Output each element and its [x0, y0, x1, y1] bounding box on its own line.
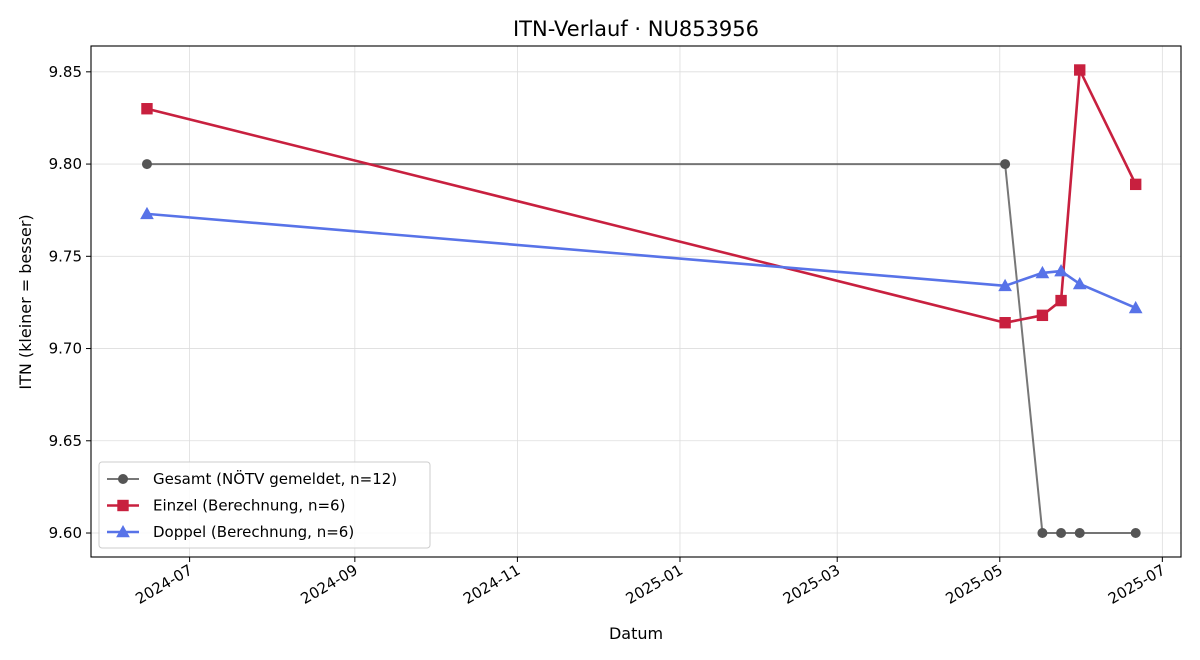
series-einzel	[141, 64, 1142, 329]
series-line-einzel	[146, 68, 1137, 325]
data-point-einzel	[999, 317, 1011, 329]
series-doppel	[140, 206, 1143, 314]
legend-marker-gesamt	[118, 474, 128, 484]
y-tick-label: 9.75	[49, 247, 82, 265]
data-point-doppel	[1054, 264, 1068, 277]
data-point-gesamt	[1130, 528, 1141, 539]
legend-marker-doppel	[116, 524, 130, 538]
data-point-einzel	[141, 103, 153, 115]
data-point-gesamt	[1000, 159, 1011, 170]
data-point-gesamt	[1056, 528, 1067, 539]
data-point-einzel	[1055, 294, 1067, 307]
data-point-einzel	[1036, 309, 1049, 322]
data-point-einzel	[1074, 64, 1086, 76]
y-tick-label: 9.80	[49, 155, 82, 173]
x-axis-title: Datum	[609, 624, 663, 643]
y-tick-label: 9.65	[49, 432, 82, 450]
data-point-doppel	[1072, 276, 1087, 290]
data-point-einzel	[1129, 178, 1142, 191]
legend-label-einzel: Einzel (Berechnung, n=6)	[153, 497, 345, 515]
data-point-doppel	[998, 278, 1012, 292]
series-line-doppel	[146, 212, 1137, 310]
y-axis-title: ITN (kleiner = besser)	[16, 214, 35, 389]
legend-marker-einzel	[117, 499, 129, 512]
legend-label-doppel: Doppel (Berechnung, n=6)	[153, 523, 354, 541]
data-point-gesamt	[141, 159, 152, 170]
data-point-gesamt	[1074, 528, 1085, 539]
data-point-doppel	[1128, 300, 1143, 314]
series-gesamt	[141, 159, 1141, 539]
y-tick-label: 9.60	[49, 524, 82, 542]
data-point-doppel	[1035, 265, 1050, 279]
data-point-gesamt	[1037, 528, 1048, 539]
legend-label-gesamt: Gesamt (NÖTV gemeldet, n=12)	[153, 469, 397, 488]
legend-box	[98, 461, 431, 549]
legend: Gesamt (NÖTV gemeldet, n=12) Einzel (Bere…	[98, 461, 431, 549]
data-point-doppel	[140, 206, 154, 220]
series-layer	[140, 64, 1143, 539]
y-tick-label: 9.85	[49, 63, 82, 81]
chart-title: ITN-Verlauf · NU853956	[513, 17, 759, 41]
plot-frame	[90, 45, 1182, 558]
series-line-gesamt	[146, 163, 1136, 535]
y-tick-label: 9.70	[49, 340, 82, 358]
